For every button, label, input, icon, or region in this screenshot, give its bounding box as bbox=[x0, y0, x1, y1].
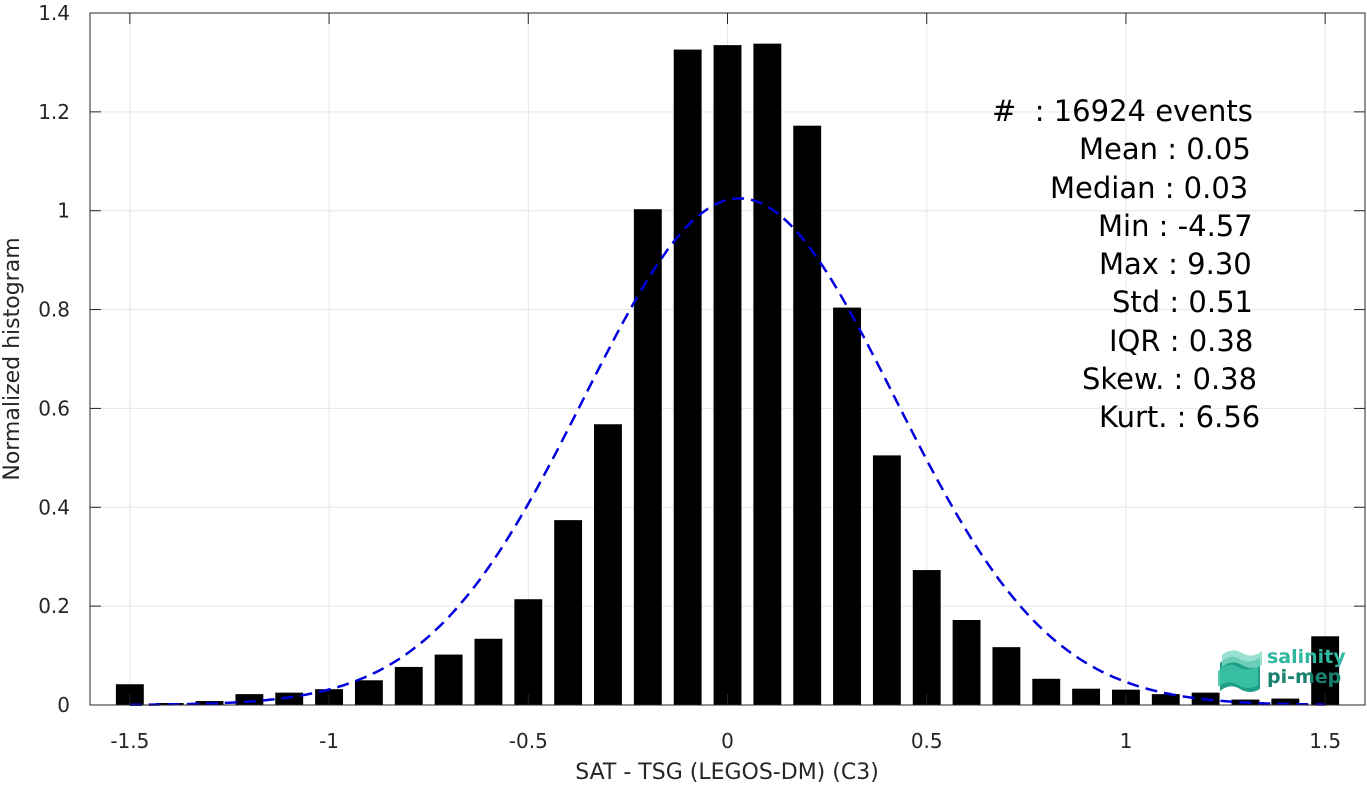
y-tick-label: 1.2 bbox=[38, 100, 70, 124]
histogram-bar bbox=[1271, 698, 1300, 705]
histogram-bar bbox=[833, 307, 861, 705]
stat-iqr: IQR : 0.38 bbox=[1109, 323, 1254, 358]
stat-max: Max : 9.30 bbox=[1099, 247, 1252, 282]
histogram-bar bbox=[514, 599, 543, 705]
histogram-bar bbox=[434, 654, 463, 705]
x-tick-label: 1 bbox=[1120, 729, 1133, 753]
histogram-bar bbox=[992, 647, 1021, 705]
histogram-bar bbox=[1311, 636, 1340, 705]
histogram-bar bbox=[1032, 678, 1061, 705]
x-tick-label: 0.5 bbox=[911, 729, 943, 753]
x-tick-label: 1.5 bbox=[1309, 729, 1341, 753]
bars bbox=[115, 43, 1340, 706]
histogram-bar bbox=[793, 125, 822, 705]
histogram-bar bbox=[673, 49, 702, 705]
stat-skew: Skew. : 0.38 bbox=[1082, 362, 1258, 397]
logo-wave-icon bbox=[1218, 650, 1262, 692]
y-tick-label: 0.6 bbox=[38, 396, 70, 420]
y-axis-label: Normalized histogram bbox=[0, 237, 25, 480]
histogram-bar bbox=[354, 680, 383, 705]
histogram-bar bbox=[1072, 688, 1101, 705]
logo-line1: salinity bbox=[1267, 646, 1346, 668]
histogram-bar bbox=[554, 520, 583, 705]
histogram-bar bbox=[1151, 694, 1180, 705]
histogram-bar bbox=[474, 638, 503, 705]
salinity-pi-mep-logo: salinity pi-mep bbox=[1216, 645, 1346, 695]
y-tick-label: 1 bbox=[57, 199, 70, 223]
logo-line2: pi-mep bbox=[1267, 666, 1342, 688]
y-tick-label: 0.4 bbox=[38, 495, 70, 519]
x-tick-label: -1 bbox=[319, 729, 339, 753]
y-tick-labels: 0 0.2 0.4 0.6 0.8 1 1.2 1.4 bbox=[38, 1, 70, 717]
histogram-bar bbox=[872, 455, 901, 705]
histogram-bar bbox=[235, 694, 264, 705]
stat-std: Std : 0.51 bbox=[1112, 285, 1253, 320]
x-tick-label: 0 bbox=[721, 729, 734, 753]
y-tick-label: 0.2 bbox=[38, 594, 70, 618]
x-axis-label: SAT - TSG (LEGOS-DM) (C3) bbox=[575, 760, 879, 785]
histogram-bar bbox=[952, 619, 981, 705]
stat-mean: Mean : 0.05 bbox=[1079, 132, 1251, 167]
x-tick-labels: -1.5 -1 -0.5 0 0.5 1 1.5 bbox=[110, 729, 1341, 753]
histogram-bar bbox=[275, 692, 304, 705]
y-tick-label: 0 bbox=[57, 693, 70, 717]
x-tick-label: -0.5 bbox=[509, 729, 548, 753]
y-tick-label: 0.8 bbox=[38, 298, 70, 322]
gaussian-fit-curve bbox=[129, 197, 1326, 707]
histogram-bar bbox=[394, 666, 423, 705]
histogram-bar bbox=[912, 570, 941, 705]
y-tick-label: 1.4 bbox=[38, 1, 70, 25]
histogram-bar bbox=[713, 45, 742, 706]
stat-events: # : 16924 events bbox=[992, 94, 1253, 128]
stat-kurt: Kurt. : 6.56 bbox=[1099, 400, 1261, 435]
x-tick-label: -1.5 bbox=[110, 729, 149, 753]
histogram-bar bbox=[753, 43, 782, 706]
statistics-panel: # : 16924 events Mean : 0.05 Median : 0.… bbox=[940, 92, 1280, 437]
ticks bbox=[90, 12, 1365, 706]
histogram-bar bbox=[633, 209, 662, 705]
stat-median: Median : 0.03 bbox=[1050, 170, 1249, 205]
stat-min: Min : -4.57 bbox=[1098, 208, 1253, 243]
histogram-bar bbox=[594, 424, 622, 705]
